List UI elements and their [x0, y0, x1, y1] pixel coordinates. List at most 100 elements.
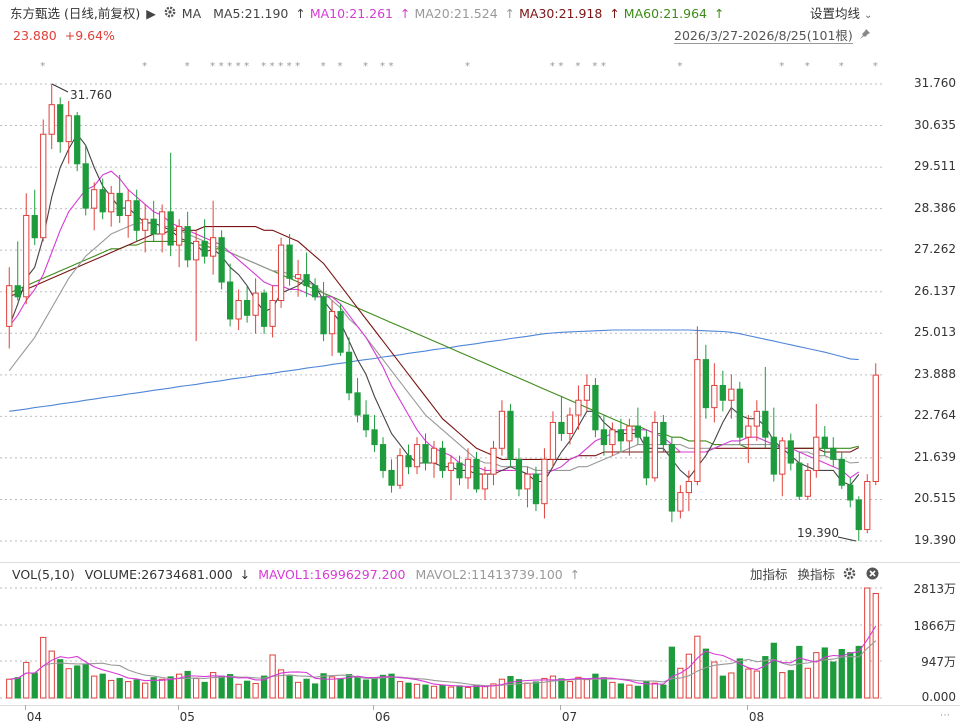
candlestick	[473, 451, 480, 493]
candlestick	[830, 437, 837, 467]
candlestick	[371, 415, 378, 452]
candlestick	[566, 407, 574, 445]
volume-bar	[226, 674, 234, 699]
volume-bar	[643, 681, 650, 699]
volume-bar	[838, 649, 845, 699]
play-icon[interactable]: ▶	[146, 6, 156, 21]
volume-bar	[201, 681, 208, 699]
event-marker-icon[interactable]: *	[227, 61, 232, 72]
event-marker-icon[interactable]: *	[465, 61, 470, 72]
event-marker-icon[interactable]: *	[550, 61, 555, 72]
event-marker-icon[interactable]: *	[321, 61, 326, 72]
volume-down-arrow: ↓	[239, 567, 251, 582]
ma60-value: MA60:21.964	[623, 6, 707, 21]
candlestick	[243, 285, 251, 323]
volume-bar	[524, 682, 531, 699]
event-marker-icon[interactable]: *	[805, 61, 810, 72]
x-axis-label: 06	[375, 710, 391, 724]
candlestick	[23, 193, 30, 305]
volume-bar	[320, 673, 327, 699]
volume-bar	[872, 592, 879, 699]
candlestick	[345, 337, 353, 401]
volume-bar	[549, 675, 557, 699]
volume-axis-label: 947万	[921, 654, 956, 669]
candlestick	[583, 374, 591, 412]
volume-bar	[456, 685, 463, 699]
event-marker-icon[interactable]: *	[287, 61, 292, 72]
candlestick	[167, 152, 174, 257]
price-axis-label: 28.386	[914, 200, 956, 215]
resize-grip-icon[interactable]: ⋯	[940, 710, 950, 721]
candlestick	[439, 440, 446, 478]
event-marker-icon[interactable]: *	[261, 61, 266, 72]
event-marker-icon[interactable]: *	[338, 61, 343, 72]
volume-bar	[294, 681, 302, 699]
ma-settings-button[interactable]: 设置均线 ⌄	[810, 6, 872, 24]
event-marker-icon[interactable]: *	[142, 61, 147, 72]
event-marker-icon[interactable]: *	[677, 61, 682, 72]
candlestick	[719, 370, 726, 412]
event-marker-icon[interactable]: *	[779, 61, 784, 72]
event-marker-icon[interactable]: *	[389, 61, 394, 72]
volume-bar	[328, 676, 336, 699]
volume-bar	[677, 667, 684, 699]
volume-bar	[609, 681, 616, 699]
volume-axis-label: 2813万	[913, 582, 956, 596]
x-axis-tick	[746, 705, 748, 710]
event-marker-icon[interactable]: *	[244, 61, 249, 72]
volume-bar	[65, 668, 72, 699]
volume-value: VOLUME:26734681.000	[84, 567, 233, 582]
candlestick	[235, 289, 242, 331]
candlestick	[82, 145, 89, 216]
event-marker-icon[interactable]: *	[601, 61, 606, 72]
candlestick	[787, 433, 794, 471]
gear-icon[interactable]	[843, 567, 856, 584]
candlestick	[6, 267, 13, 349]
event-marker-icon[interactable]: *	[236, 61, 241, 72]
event-marker-icon[interactable]: *	[210, 61, 215, 72]
event-marker-icon[interactable]: *	[219, 61, 224, 72]
candlestick	[541, 448, 548, 519]
add-indicator-button[interactable]: 加指标	[750, 567, 788, 582]
event-marker-icon[interactable]: *	[278, 61, 283, 72]
event-marker-icon[interactable]: *	[295, 61, 300, 72]
gear-icon[interactable]	[164, 6, 176, 22]
volume-bar	[362, 679, 370, 699]
close-icon[interactable]	[866, 567, 879, 584]
candlestick	[150, 200, 157, 242]
volume-bar	[133, 679, 140, 699]
event-marker-icon[interactable]: *	[839, 61, 844, 72]
volume-bar	[651, 682, 659, 699]
candlestick	[677, 485, 684, 519]
event-marker-icon[interactable]: *	[185, 61, 190, 72]
event-marker-icon[interactable]: *	[575, 61, 580, 72]
x-axis-label: 07	[561, 710, 578, 724]
event-marker-icon[interactable]: *	[873, 61, 878, 72]
candlestick	[184, 211, 191, 268]
candlestick	[634, 407, 642, 445]
candlestick	[532, 466, 540, 512]
volume-bar	[252, 683, 259, 699]
event-marker-icon[interactable]: *	[363, 61, 368, 72]
pin-icon[interactable]	[859, 28, 871, 44]
candlestick	[694, 326, 701, 486]
ma-label: MA	[181, 6, 202, 21]
volume-bar	[311, 683, 319, 699]
candlestick	[133, 189, 140, 242]
volume-bar	[277, 669, 285, 699]
candlestick	[821, 426, 828, 456]
event-marker-icon[interactable]: *	[380, 61, 385, 72]
price-axis-label: 29.511	[914, 159, 956, 174]
event-marker-icon[interactable]: *	[558, 61, 563, 72]
candlestick	[464, 448, 472, 489]
event-marker-icon[interactable]: *	[270, 61, 275, 72]
switch-indicator-button[interactable]: 换指标	[797, 567, 836, 582]
candlestick	[481, 466, 489, 500]
event-marker-icon[interactable]: *	[40, 61, 45, 72]
candlestick	[804, 463, 811, 500]
ma60-line	[8, 240, 859, 449]
volume-bar	[660, 684, 667, 699]
candlestick	[31, 189, 38, 246]
event-marker-icon[interactable]: *	[592, 61, 597, 72]
candlestick	[218, 230, 225, 290]
